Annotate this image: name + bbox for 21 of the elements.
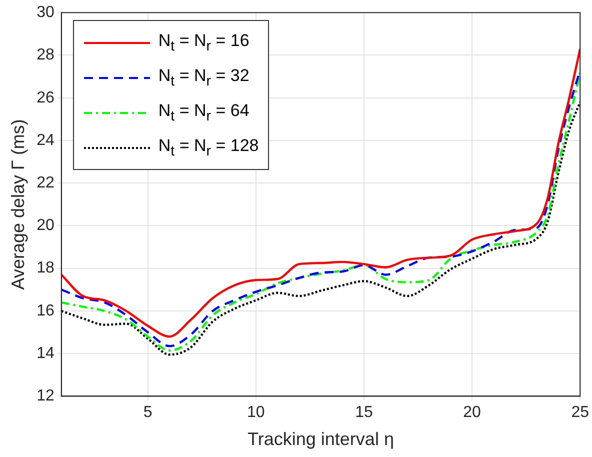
- y-tick-label: 18: [36, 260, 54, 277]
- legend-label: N$_{t}$ = N$_{r}$ = 16: [158, 31, 250, 55]
- legend-label: N$_{t}$ = N$_{r}$ = 64: [158, 101, 250, 125]
- y-tick-label: 20: [36, 217, 54, 234]
- y-tick-label: 26: [36, 89, 54, 106]
- legend-label: N$_{t}$ = N$_{r}$ = 32: [158, 66, 250, 90]
- y-tick-label: 16: [36, 302, 54, 320]
- y-tick-label: 12: [36, 388, 54, 405]
- y-tick-label: 30: [36, 4, 54, 22]
- y-tick-label: 24: [36, 132, 54, 149]
- x-tick-label: 5: [143, 404, 152, 422]
- x-tick-label: 20: [463, 404, 482, 422]
- y-axis-title: Average delay Γ (ms): [8, 119, 28, 290]
- y-tick-label: 28: [36, 46, 54, 64]
- y-tick-label: 22: [36, 174, 54, 192]
- x-tick-label: 10: [247, 404, 265, 422]
- x-tick-label: 25: [571, 404, 590, 422]
- legend-label: N$_{t}$ = N$_{r}$ = 128: [158, 136, 259, 160]
- y-tick-label: 14: [36, 344, 54, 362]
- x-tick-label: 15: [355, 404, 373, 422]
- x-axis-title: Tracking interval η: [248, 429, 394, 450]
